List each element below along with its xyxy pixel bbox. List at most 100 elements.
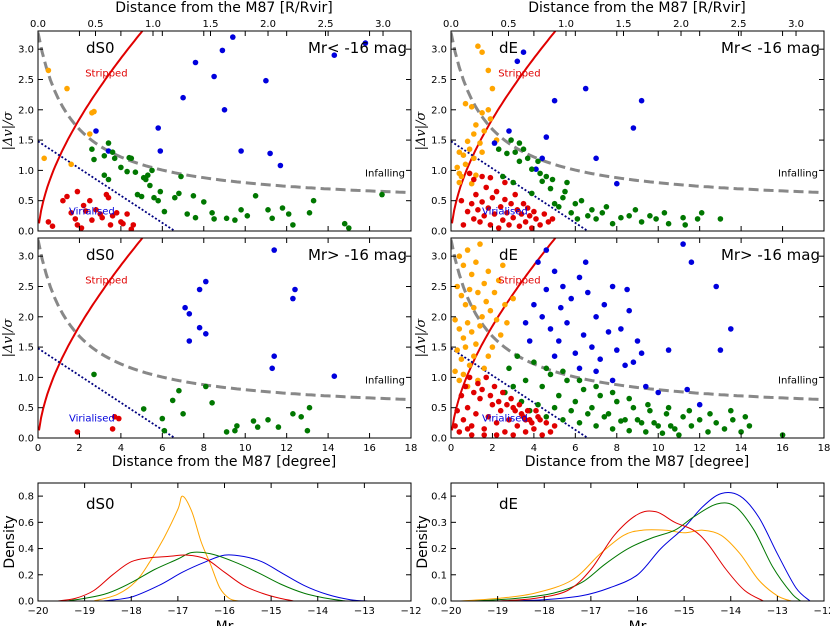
x-tick-label: 4 [118, 443, 124, 454]
point-blue [155, 125, 161, 131]
point-red [522, 429, 529, 435]
y-tick-label: 0.0 [431, 434, 447, 445]
point-green [223, 215, 230, 222]
point-orange [460, 262, 467, 269]
point-red [481, 426, 488, 432]
point-green [172, 194, 178, 201]
point-red [497, 204, 504, 210]
point-blue [717, 347, 724, 353]
point-green [529, 190, 535, 197]
point-green [537, 170, 543, 177]
point-green [585, 213, 591, 219]
point-red [74, 222, 81, 228]
point-green [520, 146, 527, 152]
point-green [578, 197, 585, 204]
point-red [497, 407, 504, 414]
point-green [105, 176, 112, 183]
point-green [665, 404, 672, 411]
point-red [510, 214, 516, 221]
point-green [618, 418, 624, 424]
point-blue [362, 40, 369, 46]
point-green [661, 210, 668, 216]
point-blue [543, 247, 550, 253]
point-green [653, 216, 659, 222]
point-orange [471, 155, 477, 162]
point-red [487, 174, 494, 181]
point-blue [665, 347, 672, 353]
point-blue [182, 304, 188, 311]
point-red [495, 225, 502, 231]
point-blue [626, 307, 632, 314]
point-red [524, 205, 531, 211]
point-red [504, 210, 510, 216]
point-green [169, 397, 176, 404]
point-green [549, 176, 556, 183]
x-tick-label: 12 [280, 443, 293, 454]
infalling-curve [38, 239, 411, 401]
y-tick-label: 0.6 [18, 518, 34, 529]
point-green [562, 188, 568, 195]
point-green [742, 414, 749, 420]
point-red [516, 401, 523, 408]
point-green [504, 150, 510, 157]
point-red [462, 383, 469, 390]
x-tick-label: 2 [76, 443, 82, 454]
point-green [543, 414, 550, 420]
top-tick-label: 2.5 [318, 19, 334, 30]
point-red [479, 386, 485, 393]
point-green [176, 387, 182, 394]
point-red [475, 207, 481, 213]
point-blue [196, 286, 203, 293]
point-green [547, 371, 554, 378]
point-red [45, 219, 52, 225]
point-red [464, 426, 471, 432]
point-red [539, 432, 545, 438]
point-red [529, 225, 535, 231]
x-tick-label: −18 [121, 606, 142, 617]
point-green [638, 420, 645, 426]
point-green [522, 377, 529, 384]
point-green [568, 407, 574, 414]
y-tick-label: 3.0 [431, 252, 447, 263]
point-orange [468, 180, 475, 187]
point-orange [460, 152, 467, 158]
point-green [514, 353, 521, 360]
point-green [155, 197, 161, 204]
point-orange [460, 335, 467, 341]
stripped-label: Stripped [85, 68, 127, 79]
point-red [479, 199, 485, 205]
point-red [460, 417, 467, 423]
point-blue [221, 107, 228, 113]
point-orange [87, 131, 93, 137]
point-red [477, 219, 483, 225]
point-green [698, 210, 705, 216]
point-red [87, 197, 93, 204]
point-green [111, 155, 118, 162]
x-tick-label: −15 [674, 606, 695, 617]
top-tick-label: 1.0 [145, 19, 161, 30]
top-tick-label: 1.5 [616, 19, 632, 30]
point-orange [64, 85, 70, 92]
point-blue [290, 295, 296, 302]
points [454, 43, 724, 231]
point-orange [471, 353, 477, 360]
infalling-label: Infalling [365, 168, 405, 179]
y-tick-label: 2.0 [18, 312, 34, 323]
point-green [560, 368, 566, 375]
point-green [643, 429, 649, 435]
point-green [730, 417, 736, 423]
y-axis-label: |Δv|/σ [1, 111, 16, 151]
point-blue [539, 314, 545, 320]
point-red [487, 392, 494, 399]
point-red [489, 194, 496, 201]
point-orange [468, 104, 475, 110]
point-blue [622, 362, 628, 369]
point-blue [267, 150, 273, 157]
density-ylabel: Density [2, 515, 18, 568]
point-orange [454, 164, 461, 171]
x-tick-label: 12 [693, 443, 706, 454]
y-tick-label: 0.1 [431, 570, 447, 581]
point-orange [485, 107, 492, 113]
virialised-label: Virialised [69, 207, 115, 218]
top-tick-label: 1.0 [558, 19, 574, 30]
